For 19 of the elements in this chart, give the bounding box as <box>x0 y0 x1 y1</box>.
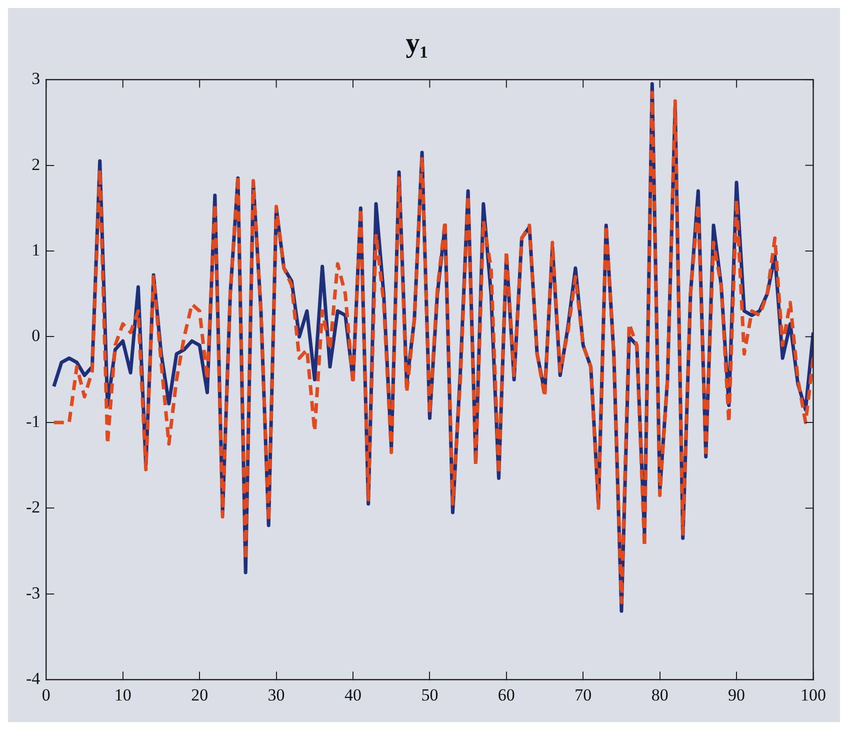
y-tick-label: -1 <box>26 412 40 431</box>
x-tick-label: 20 <box>191 685 208 704</box>
x-tick-label: 30 <box>268 685 285 704</box>
y-tick-label: 3 <box>32 69 40 88</box>
x-tick-label: 70 <box>574 685 592 704</box>
y-tick-label: -2 <box>26 498 40 517</box>
x-tick-label: 50 <box>421 685 438 704</box>
x-tick-label: 90 <box>728 685 746 704</box>
x-tick-label: 60 <box>498 685 515 704</box>
y-tick-label: -4 <box>26 669 41 688</box>
x-tick-label: 100 <box>800 685 826 704</box>
y-tick-label: 0 <box>32 326 40 346</box>
y-tick-label: 2 <box>32 154 40 174</box>
x-tick-label: 10 <box>114 685 132 704</box>
x-tick-label: 40 <box>344 685 362 704</box>
y-tick-label: 1 <box>32 240 40 260</box>
x-tick-label: 80 <box>651 685 668 704</box>
chart-title: y₁ <box>406 28 428 60</box>
y-tick-label: -3 <box>26 583 40 602</box>
